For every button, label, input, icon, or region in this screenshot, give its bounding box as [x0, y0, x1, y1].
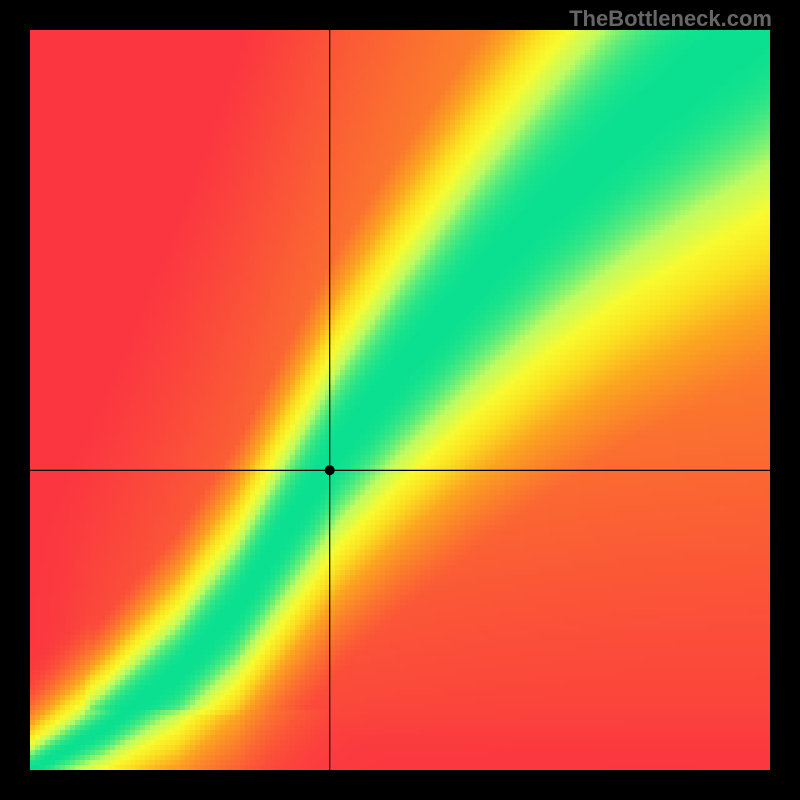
watermark-text: TheBottleneck.com	[569, 6, 772, 32]
chart-container: TheBottleneck.com	[0, 0, 800, 800]
bottleneck-heatmap	[30, 30, 770, 770]
